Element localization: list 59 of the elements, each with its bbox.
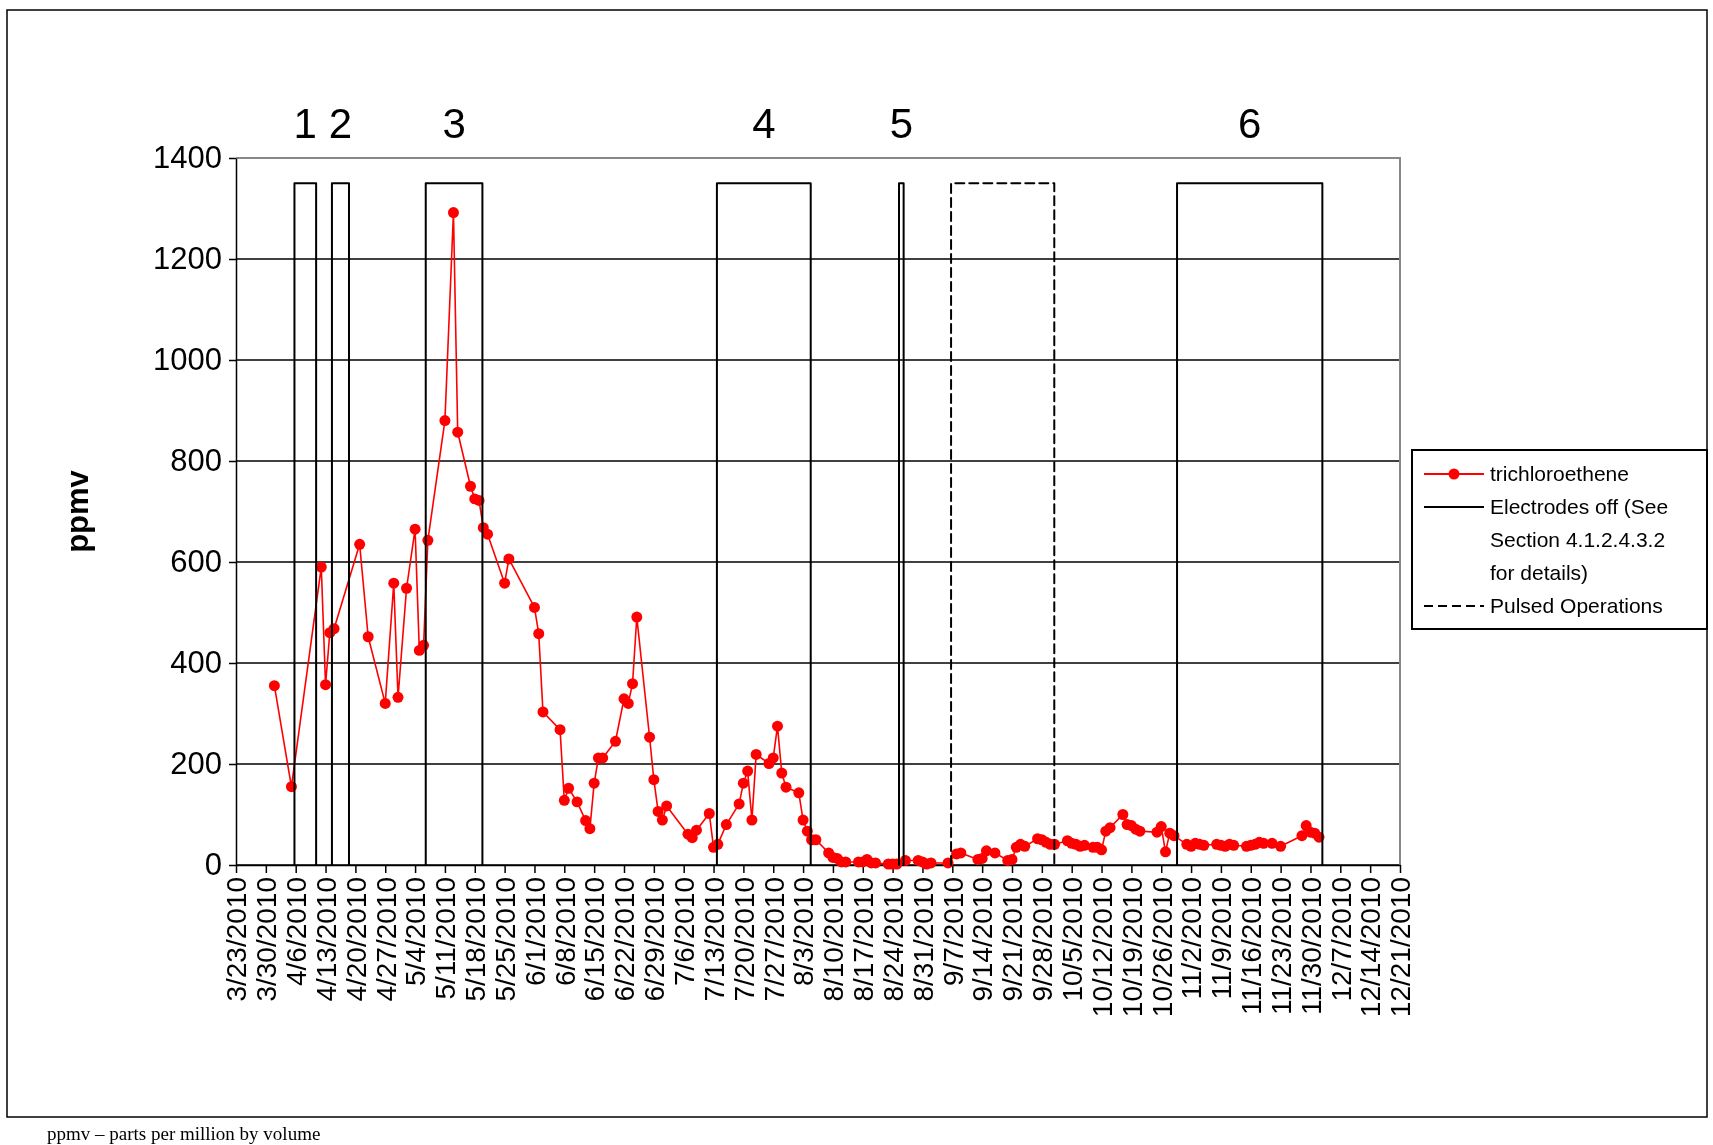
x-tick-label: 8/10/2010 [818,877,850,1002]
x-tick-label: 5/18/2010 [460,877,492,1002]
x-tick-label: 3/23/2010 [221,877,253,1002]
annotation: 1 [293,100,317,148]
x-tick-label: 7/20/2010 [728,877,760,1002]
x-tick-label: 7/13/2010 [698,877,730,1002]
x-tick-label: 10/26/2010 [1146,877,1178,1018]
x-tick-label: 10/5/2010 [1056,877,1088,1002]
x-tick-label: 11/2/2010 [1176,877,1208,1000]
y-tick-label: 1400 [153,140,222,176]
x-tick-label: 11/30/2010 [1295,877,1327,1016]
x-tick-label: 5/11/2010 [430,877,462,1000]
x-tick-label: 12/14/2010 [1355,877,1387,1018]
x-tick-label: 7/27/2010 [758,877,790,1002]
annotation: 2 [328,100,353,148]
x-tick-label: 10/12/2010 [1086,877,1118,1018]
x-tick-label: 9/28/2010 [1027,877,1059,1002]
x-tick-label: 9/21/2010 [997,877,1029,1002]
annotation: 3 [442,100,466,148]
y-tick-label: 600 [170,544,222,580]
x-tick-label: 8/3/2010 [788,877,820,986]
x-tick-label: 3/30/2010 [251,877,283,1002]
y-tick-label: 400 [170,645,222,681]
legend-label: trichloroethene [1490,462,1629,486]
x-tick-label: 7/6/2010 [668,877,700,986]
y-tick-label: 0 [204,847,222,883]
x-tick-label: 11/16/2010 [1236,877,1268,1016]
annotation: 5 [889,100,913,148]
y-tick-label: 200 [170,746,222,782]
x-tick-label: 6/15/2010 [579,877,611,1002]
x-tick-label: 6/1/2010 [519,877,551,986]
text: ppmv – parts per million by volume [47,1123,321,1144]
x-tick-label: 10/19/2010 [1116,877,1148,1018]
x-tick-label: 4/20/2010 [340,877,372,1002]
x-tick-label: 4/27/2010 [370,877,402,1002]
x-tick-label: 6/29/2010 [639,877,671,1002]
x-tick-label: 6/8/2010 [549,877,581,986]
x-tick-label: 5/25/2010 [489,877,521,1002]
y-tick-label: 800 [170,443,222,479]
x-tick-label: 5/4/2010 [400,877,432,986]
x-tick-label: 4/13/2010 [310,877,342,1002]
x-tick-label: 9/14/2010 [967,877,999,1002]
annotation: 4 [752,100,776,148]
x-tick-label: 8/24/2010 [877,877,909,1002]
annotation: 6 [1238,100,1262,148]
x-tick-label: 6/22/2010 [609,877,641,1002]
x-tick-label: 4/6/2010 [280,877,312,986]
y-tick-label: 1000 [153,342,222,378]
x-tick-label: 11/23/2010 [1265,877,1297,1016]
x-tick-label: 11/9/2010 [1206,877,1238,1000]
x-tick-label: 12/7/2010 [1325,877,1357,1002]
legend-label: Electrodes off (See Section 4.1.2.4.3.2 for details) [1490,495,1669,585]
x-tick-label: 12/21/2010 [1385,877,1417,1018]
y-tick-label: 1200 [153,241,222,277]
y-axis-title: ppmv [60,469,95,553]
x-tick-label: 8/17/2010 [848,877,880,1002]
x-tick-label: 9/7/2010 [937,877,969,986]
x-tick-label: 8/31/2010 [907,877,939,1002]
legend-label: Pulsed Operations [1490,594,1663,618]
